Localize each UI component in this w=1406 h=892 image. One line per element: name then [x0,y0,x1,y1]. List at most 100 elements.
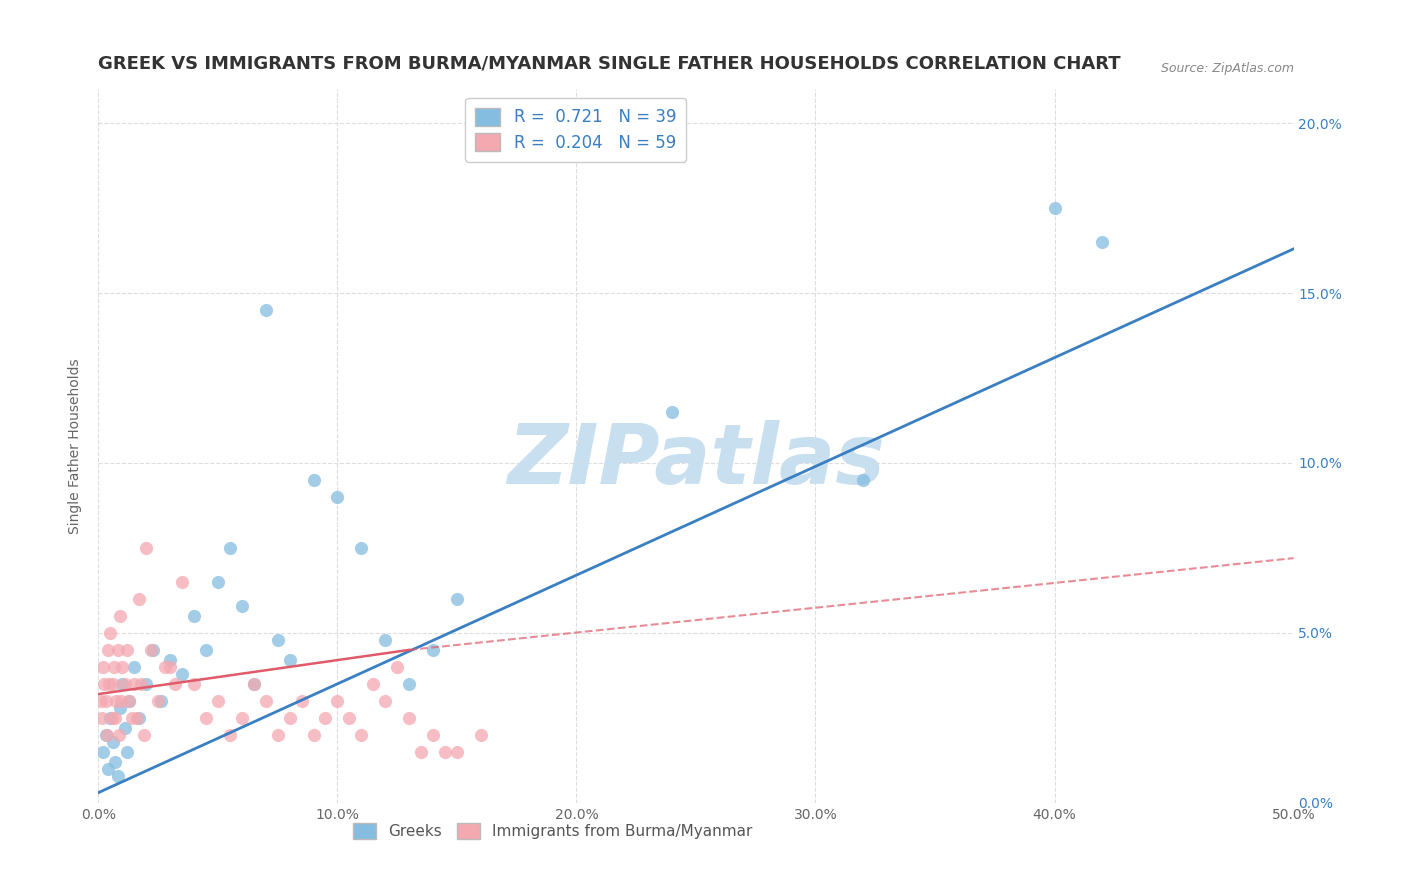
Point [98,677,121,691]
Point [315,711,337,725]
Point [470,728,492,742]
Point [124,677,146,691]
Point [114,721,136,735]
Point [91,711,114,725]
Point [326,694,349,708]
Point [108,608,131,623]
Point [97,762,120,776]
Point [243,677,266,691]
Point [243,677,266,691]
Point [124,660,146,674]
Point [135,541,157,555]
Point [398,711,420,725]
Point [155,660,177,674]
Point [159,653,181,667]
Point [91,660,114,674]
Point [93,677,115,691]
Point [195,643,218,657]
Point [183,608,205,623]
Point [91,745,114,759]
Point [108,700,131,714]
Point [231,711,253,725]
Point [110,694,132,708]
Point [139,643,162,657]
Text: Source: ZipAtlas.com: Source: ZipAtlas.com [1160,62,1294,75]
Point [852,473,875,487]
Point [148,694,170,708]
Point [101,734,124,748]
Point [267,728,290,742]
Point [278,653,301,667]
Point [115,745,138,759]
Point [661,405,683,419]
Point [291,694,314,708]
Point [132,728,155,742]
Point [1091,235,1114,249]
Point [101,677,124,691]
Point [104,755,127,769]
Point [183,677,205,691]
Point [159,660,181,674]
Point [128,711,150,725]
Point [278,711,301,725]
Point [94,728,117,742]
Point [149,694,172,708]
Point [121,711,143,725]
Point [374,694,396,708]
Y-axis label: Single Father Households: Single Father Households [69,359,83,533]
Point [111,677,134,691]
Point [125,711,148,725]
Point [422,643,444,657]
Point [118,694,141,708]
Point [363,677,385,691]
Point [103,660,125,674]
Point [114,677,136,691]
Point [339,711,361,725]
Point [446,591,468,606]
Point [96,728,118,742]
Point [115,643,138,657]
Text: ZIPatlas: ZIPatlas [508,420,884,500]
Point [207,574,229,589]
Point [374,632,396,647]
Point [107,769,129,783]
Point [267,632,290,647]
Point [131,677,153,691]
Point [302,473,325,487]
Point [254,694,277,708]
Point [326,490,349,504]
Point [128,591,150,606]
Point [422,728,444,742]
Point [350,541,373,555]
Point [118,694,141,708]
Point [195,711,218,725]
Point [231,599,253,613]
Point [104,711,127,725]
Point [90,694,112,708]
Point [302,728,325,742]
Point [434,745,457,759]
Point [385,660,409,674]
Point [97,643,120,657]
Legend: Greeks, Immigrants from Burma/Myanmar: Greeks, Immigrants from Burma/Myanmar [347,817,758,845]
Point [172,574,194,589]
Point [135,677,157,691]
Point [100,711,122,725]
Text: GREEK VS IMMIGRANTS FROM BURMA/MYANMAR SINGLE FATHER HOUSEHOLDS CORRELATION CHAR: GREEK VS IMMIGRANTS FROM BURMA/MYANMAR S… [98,54,1121,72]
Point [98,711,122,725]
Point [163,677,186,691]
Point [254,303,277,318]
Point [94,694,117,708]
Point [219,728,242,742]
Point [398,677,420,691]
Point [350,728,373,742]
Point [1043,201,1066,215]
Point [446,745,468,759]
Point [172,666,194,681]
Point [107,643,129,657]
Point [142,643,165,657]
Point [98,626,122,640]
Point [207,694,229,708]
Point [219,541,242,555]
Point [105,694,128,708]
